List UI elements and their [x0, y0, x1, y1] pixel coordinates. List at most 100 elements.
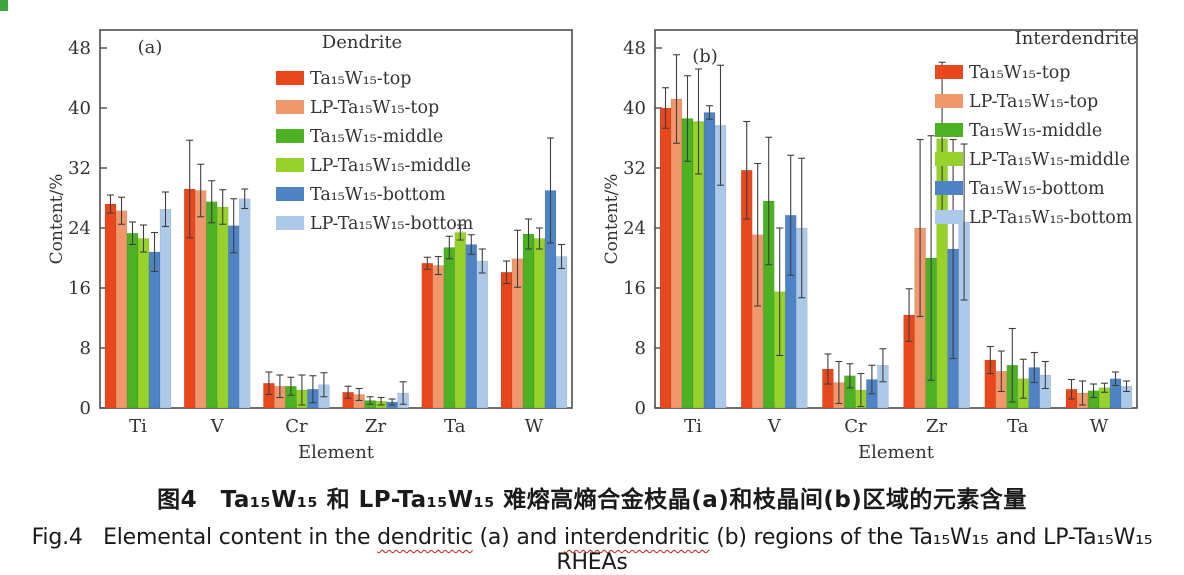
error-bar — [320, 372, 328, 398]
bar — [681, 118, 694, 409]
bar — [522, 233, 535, 409]
y-tick-label: 16 — [68, 278, 91, 299]
x-tick-label: V — [210, 416, 225, 437]
y-tick-label: 0 — [80, 398, 91, 419]
legend-item: LP-Ta₁₅W₁₅-bottom — [276, 214, 474, 234]
bar — [465, 244, 478, 409]
error-bar — [287, 376, 295, 396]
bar — [238, 198, 251, 409]
y-axis-title: Content/% — [602, 174, 622, 265]
green-corner-mark — [0, 0, 8, 11]
legend: Interdendrite Ta₁₅W₁₅-top LP-Ta₁₅W₁₅-top Ta… — [935, 28, 1137, 228]
error-bar — [344, 385, 352, 399]
x-tick-label: Ti — [684, 416, 702, 437]
y-axis: 0 8 16 24 32 40 48 — [623, 38, 662, 419]
spellcheck-flagged-word: interdendritic — [563, 525, 710, 550]
figure-caption-chinese: 图4 Ta₁₅W₁₅ 和 LP-Ta₁₅W₁₅ 难熔高熵合金枝晶(a)和枝晶间(… — [157, 487, 1027, 513]
legend-label: Ta₁₅W₁₅-middle — [310, 127, 443, 147]
legend-title: Interdendrite — [1015, 28, 1138, 49]
bar — [137, 238, 150, 409]
error-bar — [445, 235, 453, 260]
error-bar — [879, 348, 887, 383]
error-bar — [1041, 360, 1049, 390]
error-bar — [1019, 358, 1027, 399]
error-bar — [241, 188, 249, 210]
error-bar — [1030, 351, 1038, 384]
error-bar — [107, 194, 114, 214]
error-bar — [558, 243, 565, 270]
error-bar — [662, 87, 669, 129]
bar — [205, 201, 218, 409]
error-bar — [927, 135, 935, 381]
error-bar — [230, 198, 238, 254]
legend-item: Ta₁₅W₁₅-middle — [276, 127, 443, 147]
y-tick-label: 24 — [623, 218, 646, 239]
error-bar — [388, 398, 396, 406]
bar — [148, 251, 161, 409]
error-bar — [503, 260, 510, 285]
legend-label: Ta₁₅W₁₅-top — [969, 63, 1070, 83]
y-tick-label: 32 — [623, 158, 646, 179]
error-bar — [478, 248, 486, 274]
error-bar — [467, 234, 475, 255]
legend-title: Dendrite — [322, 32, 402, 53]
y-axis-title: Content/% — [47, 174, 67, 265]
error-bar — [1068, 378, 1075, 400]
bar — [216, 206, 229, 409]
y-tick-label: 40 — [623, 98, 646, 119]
error-bar — [695, 68, 702, 175]
legend-label: Ta₁₅W₁₅-top — [310, 69, 411, 89]
legend-item: LP-Ta₁₅W₁₅-middle — [276, 156, 471, 176]
legend-item: LP-Ta₁₅W₁₅-top — [276, 98, 439, 118]
legend-label: LP-Ta₁₅W₁₅-middle — [969, 150, 1130, 170]
x-tick-label: W — [525, 416, 544, 437]
error-bar — [1079, 380, 1086, 406]
legend-swatch — [276, 100, 304, 114]
legend-swatch — [935, 94, 963, 108]
y-tick-label: 48 — [623, 38, 646, 59]
x-tick-label: Cr — [285, 416, 308, 437]
error-bar — [276, 374, 284, 399]
error-bar — [197, 163, 205, 218]
error-bar — [186, 139, 194, 239]
error-bar — [765, 136, 773, 266]
bar — [443, 247, 456, 409]
error-bar — [208, 180, 216, 224]
error-bar — [151, 231, 158, 273]
bar — [500, 272, 513, 409]
error-bar — [717, 64, 724, 186]
bar — [659, 107, 672, 409]
legend-swatch — [935, 210, 963, 224]
error-bar — [916, 138, 924, 318]
bars-group — [659, 54, 1133, 409]
bar — [421, 263, 434, 409]
chart-dendrite-panel: 0 8 16 24 32 40 48 Content/% Ti V Cr Zr Ta W Element (a… — [47, 29, 573, 463]
legend-swatch — [276, 158, 304, 172]
error-bar — [776, 227, 784, 357]
legend-label: LP-Ta₁₅W₁₅-top — [969, 92, 1098, 112]
legend-item: LP-Ta₁₅W₁₅-middle — [935, 150, 1130, 170]
legend-swatch — [935, 152, 963, 166]
legend-item: Ta₁₅W₁₅-middle — [935, 121, 1102, 141]
legend-swatch — [935, 181, 963, 195]
error-bar — [547, 137, 554, 244]
error-bar — [434, 255, 442, 276]
legend-label: LP-Ta₁₅W₁₅-bottom — [969, 208, 1133, 228]
error-bar — [355, 387, 363, 402]
legend-item: Ta₁₅W₁₅-top — [276, 69, 411, 89]
error-bar — [997, 350, 1005, 393]
y-tick-label: 32 — [68, 158, 91, 179]
bars-group — [104, 137, 568, 409]
bar — [432, 265, 445, 409]
legend-swatch — [935, 123, 963, 137]
x-tick-label: W — [1090, 416, 1109, 437]
error-bar — [399, 381, 407, 405]
error-bar — [140, 224, 147, 253]
legend-label: LP-Ta₁₅W₁₅-bottom — [310, 214, 474, 234]
x-tick-label: Zr — [926, 416, 948, 437]
error-bar — [536, 227, 543, 250]
panel-label: (a) — [138, 37, 163, 58]
error-bar — [423, 256, 431, 270]
x-tick-label: Ta — [444, 416, 466, 437]
